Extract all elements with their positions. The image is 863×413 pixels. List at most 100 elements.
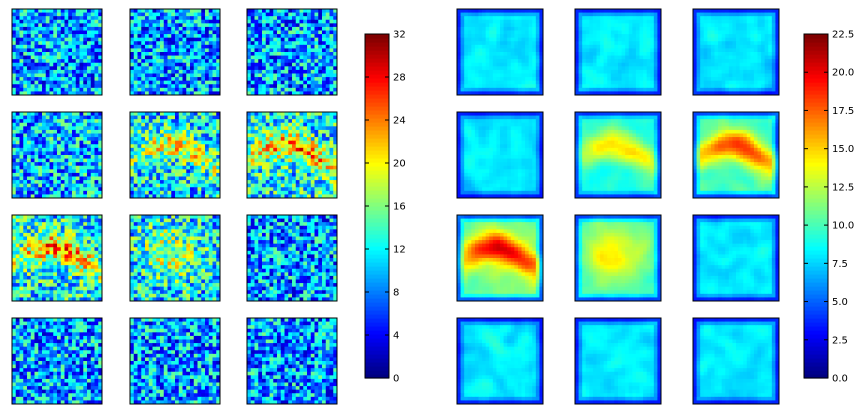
- heatmap-cell: [90, 272, 95, 277]
- heatmap-cell: [167, 73, 172, 78]
- heatmap-cell: [27, 279, 32, 284]
- heatmap-cell: [197, 180, 202, 185]
- heatmap-cell: [60, 190, 65, 195]
- heatmap-cell: [201, 16, 206, 21]
- heatmap-cell: [156, 293, 161, 298]
- heatmap-cell: [19, 180, 24, 185]
- heatmap-cell: [130, 73, 135, 78]
- heatmap-cell: [49, 12, 54, 17]
- heatmap-cell: [148, 218, 153, 223]
- heatmap-cell: [295, 129, 300, 134]
- heatmap-cell: [64, 279, 69, 284]
- heatmap-cell: [30, 23, 35, 28]
- heatmap-cell: [141, 229, 146, 234]
- heatmap-cell: [205, 232, 210, 237]
- heatmap-cell: [137, 261, 142, 266]
- heatmap-cell: [262, 44, 267, 49]
- heatmap-cell: [171, 286, 176, 291]
- heatmap-cell: [322, 122, 327, 127]
- heatmap-cell: [329, 84, 334, 89]
- heatmap-cell: [205, 66, 210, 71]
- heatmap-cell: [247, 62, 252, 67]
- heatmap-cell: [193, 158, 198, 163]
- heatmap-cell: [208, 77, 213, 82]
- heatmap-cell: [12, 194, 17, 199]
- heatmap-cell: [314, 265, 319, 270]
- heatmap-cell: [205, 55, 210, 60]
- heatmap-cell: [307, 59, 312, 64]
- heatmap-cell: [38, 194, 43, 199]
- heatmap-cell: [23, 218, 28, 223]
- heatmap-cell: [94, 137, 99, 142]
- heatmap-cell: [216, 151, 221, 156]
- heatmap-cell: [295, 115, 300, 120]
- heatmap-cell: [273, 176, 278, 181]
- heatmap-cell: [160, 283, 165, 288]
- heatmap-cell: [163, 272, 168, 277]
- heatmap-cell: [83, 165, 88, 170]
- heatmap-cell: [167, 48, 172, 53]
- heatmap-cell: [280, 115, 285, 120]
- heatmap-cell: [333, 59, 338, 64]
- heatmap-cell: [23, 37, 28, 42]
- heatmap-cell: [42, 59, 47, 64]
- heatmap-cell: [156, 215, 161, 219]
- heatmap-cell: [186, 37, 191, 42]
- heatmap-cell: [79, 172, 84, 177]
- heatmap-cell: [258, 222, 263, 227]
- heatmap-cell: [314, 165, 319, 170]
- heatmap-cell: [160, 80, 165, 85]
- heatmap-cell: [30, 194, 35, 199]
- heatmap-cell: [34, 77, 39, 82]
- heatmap-cell: [156, 34, 161, 39]
- heatmap-cell: [186, 55, 191, 60]
- heatmap-cell: [193, 84, 198, 89]
- heatmap-cell: [75, 48, 80, 53]
- heatmap-cell: [280, 122, 285, 127]
- heatmap-cell: [163, 279, 168, 284]
- heatmap-cell: [94, 279, 99, 284]
- heatmap-cell: [288, 222, 293, 227]
- heatmap-cell: [190, 52, 195, 56]
- heatmap-cell: [208, 137, 213, 142]
- heatmap-cell: [295, 26, 300, 31]
- heatmap-cell: [325, 261, 330, 266]
- heatmap-cell: [87, 48, 92, 53]
- heatmap-cell: [53, 19, 58, 24]
- heatmap-cell: [205, 48, 210, 53]
- heatmap-cell: [49, 69, 54, 74]
- heatmap-cell: [212, 126, 217, 131]
- heatmap-cell: [303, 19, 308, 24]
- heatmap-cell: [90, 140, 95, 145]
- heatmap-cell: [299, 41, 304, 46]
- heatmap-cell: [15, 218, 20, 223]
- heatmap-cell: [60, 158, 65, 163]
- heatmap-cell: [49, 218, 54, 223]
- heatmap-cell: [171, 254, 176, 259]
- heatmap-cell: [133, 194, 138, 199]
- heatmap-cell: [303, 87, 308, 92]
- heatmap-cell: [64, 243, 69, 248]
- heatmap-cell: [94, 250, 99, 255]
- heatmap-cell: [34, 290, 39, 295]
- heatmap-cell: [15, 16, 20, 21]
- heatmap-cell: [284, 137, 289, 142]
- heatmap-cell: [15, 115, 20, 120]
- heatmap-cell: [212, 59, 217, 64]
- heatmap-cell: [49, 37, 54, 42]
- heatmap-cell: [186, 23, 191, 28]
- heatmap-cell: [19, 137, 24, 142]
- heatmap-cell: [175, 69, 180, 74]
- heatmap-cell: [87, 229, 92, 234]
- heatmap-cell: [216, 162, 221, 167]
- heatmap-cell: [27, 268, 32, 273]
- heatmap-cell: [27, 247, 32, 252]
- heatmap-cell: [94, 112, 99, 116]
- heatmap-cell: [186, 265, 191, 270]
- heatmap-cell: [288, 19, 293, 24]
- heatmap-cell: [94, 37, 99, 42]
- heatmap-cell: [30, 265, 35, 270]
- heatmap-cell: [280, 59, 285, 64]
- heatmap-cell: [265, 151, 270, 156]
- heatmap-cell: [250, 62, 255, 67]
